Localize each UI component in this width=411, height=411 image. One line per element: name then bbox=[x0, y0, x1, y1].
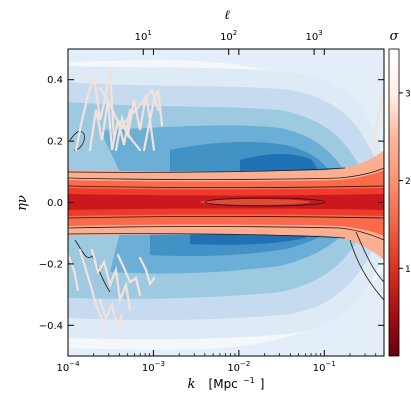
top-tick-label: 103 bbox=[306, 29, 323, 43]
top-tick-label: 101 bbox=[135, 29, 152, 43]
top-tick-label: 102 bbox=[220, 29, 237, 43]
contour-lines bbox=[68, 130, 384, 301]
colorbar bbox=[388, 48, 400, 357]
y-tick-label: −0.4 bbox=[39, 321, 63, 332]
blue-band-bottom-1 bbox=[68, 268, 384, 356]
noise-artifacts-top bbox=[74, 69, 384, 152]
top-axis-label: ℓ bbox=[224, 8, 230, 23]
y-tick-label: 0.0 bbox=[47, 198, 63, 209]
colorbar-label: σ bbox=[390, 29, 400, 44]
red-band-highlight bbox=[200, 199, 310, 205]
y-tick-label: −0.2 bbox=[39, 259, 63, 270]
colorbar-tick-label: 3 bbox=[405, 89, 411, 99]
noise-artifacts-bottom bbox=[68, 248, 156, 340]
x-axis-ticks: 10−4 10−3 10−2 10−1 bbox=[56, 49, 336, 374]
colorbar-tick-label: 2 bbox=[405, 177, 411, 187]
y-axis-ticks: 0.4 0.2 0.0 −0.2 −0.4 bbox=[39, 75, 384, 332]
y-tick-label: 0.4 bbox=[47, 75, 63, 86]
x-tick-label: 10−1 bbox=[313, 360, 336, 374]
x-axis-minor-ticks bbox=[93, 353, 385, 356]
x-tick-label: 10−4 bbox=[56, 360, 80, 374]
y-axis-label: ην bbox=[15, 195, 30, 211]
colorbar-ticks: 1 2 3 bbox=[399, 89, 411, 275]
y-tick-label: 0.2 bbox=[47, 137, 63, 148]
contour-fill bbox=[68, 49, 384, 356]
top-axis-ticks: 101 102 103 bbox=[135, 29, 323, 55]
x-tick-label: 10−3 bbox=[142, 360, 165, 374]
x-axis-label: k [Mpc −1 ] bbox=[188, 368, 265, 392]
colorbar-tick-label: 1 bbox=[405, 265, 411, 275]
blue-band-top-1 bbox=[68, 49, 384, 150]
blue-band-top-7 bbox=[240, 154, 318, 172]
x-tick-label: 10−2 bbox=[227, 360, 250, 374]
